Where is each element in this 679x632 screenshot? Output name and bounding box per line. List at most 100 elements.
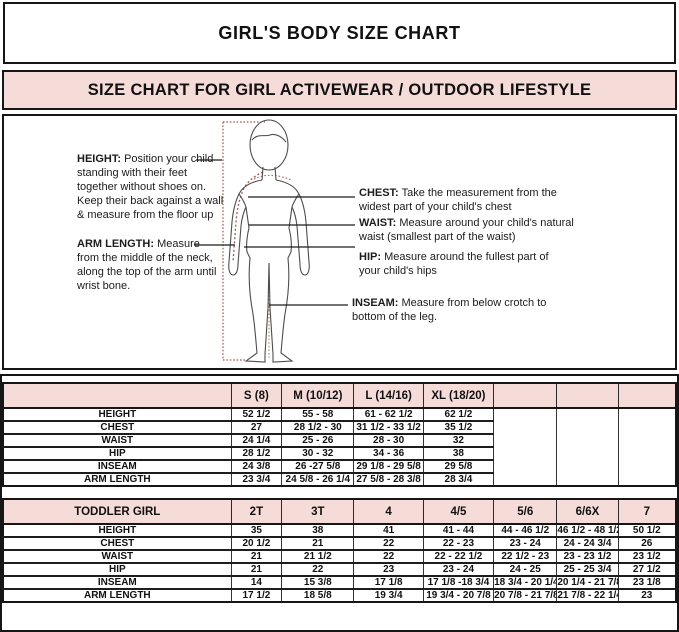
column-header: 4 — [353, 498, 424, 525]
row-label: HIP — [2, 562, 232, 576]
column-header: L (14/16) — [353, 382, 424, 409]
size-cell: 50 1/2 — [617, 523, 677, 537]
size-cell: 24 3/8 — [230, 459, 283, 473]
row-label: HIP — [2, 446, 232, 460]
size-cell: 24 1/4 — [230, 433, 283, 447]
size-cell: 20 1/2 — [230, 536, 283, 550]
page-title: GIRL'S BODY SIZE CHART — [218, 22, 461, 43]
size-cell: 26 — [617, 536, 677, 550]
column-header: 2T — [230, 498, 283, 525]
row-label: HEIGHT — [2, 523, 232, 537]
size-cell: 30 - 32 — [281, 446, 355, 460]
size-cell: 52 1/2 — [230, 407, 283, 421]
size-cell: 24 - 25 — [493, 562, 558, 576]
banner-title: SIZE CHART FOR GIRL ACTIVEWEAR / OUTDOOR… — [87, 80, 592, 99]
inseam-annotation: INSEAM: Measure from below crotch to bot… — [352, 296, 557, 324]
size-cell: 23 - 24 — [422, 562, 495, 576]
height-annotation: HEIGHT: Position your child standing wit… — [77, 152, 229, 222]
column-header: TODDLER GIRL — [2, 498, 232, 525]
size-cell: 18 3/4 - 20 1/4 — [493, 575, 558, 589]
waist-annotation-text: Measure around your child's natural wais… — [359, 217, 574, 243]
size-cell: 23 1/2 — [617, 549, 677, 563]
size-cell: 22 1/2 - 23 — [493, 549, 558, 563]
size-cell: 21 — [281, 536, 355, 550]
inseam-annotation-label: INSEAM: — [352, 297, 399, 309]
size-cell: 22 - 22 1/2 — [422, 549, 495, 563]
size-cell: 15 3/8 — [281, 575, 355, 589]
size-cell: 55 - 58 — [281, 407, 355, 421]
chest-annotation-label: CHEST: — [359, 187, 399, 199]
waist-annotation: WAIST: Measure around your child's natur… — [359, 216, 575, 244]
column-header — [493, 382, 558, 409]
size-cell: 23 - 24 — [493, 536, 558, 550]
size-cell: 17 1/8 — [353, 575, 424, 589]
size-cell: 44 - 46 1/2 — [493, 523, 558, 537]
child-body-outline — [228, 119, 310, 363]
size-cell: 28 3/4 — [422, 472, 495, 486]
size-cell: 23 — [353, 562, 424, 576]
size-cell: 35 1/2 — [422, 420, 495, 434]
banner: SIZE CHART FOR GIRL ACTIVEWEAR / OUTDOOR… — [2, 70, 677, 110]
size-cell: 23 — [617, 588, 677, 602]
column-header: 6/6X — [556, 498, 619, 525]
size-cell: 32 — [422, 433, 495, 447]
size-cell: 23 1/8 — [617, 575, 677, 589]
size-cell: 27 1/2 — [617, 562, 677, 576]
size-cell: 28 1/2 — [230, 446, 283, 460]
size-cell: 41 - 44 — [422, 523, 495, 537]
size-cell: 22 — [281, 562, 355, 576]
column-header: 3T — [281, 498, 355, 525]
size-cell: 20 7/8 - 21 7/8 — [493, 588, 558, 602]
empty-cell — [556, 407, 619, 486]
arm-length-annotation-text: Measure from the middle of the neck, alo… — [77, 238, 217, 292]
size-cell: 22 — [353, 549, 424, 563]
child-figure-illustration — [194, 119, 355, 363]
size-cell: 21 — [230, 549, 283, 563]
size-tables-section: S (8) M (10/12) L (14/16) XL (18/20) HEIGHT 5… — [0, 374, 679, 632]
size-cell: 23 3/4 — [230, 472, 283, 486]
empty-cell — [493, 407, 558, 486]
size-cell: 24 5/8 - 26 1/4 — [281, 472, 355, 486]
row-label: INSEAM — [2, 459, 232, 473]
toddler-size-table: TODDLER GIRL 2T 3T 4 4/5 5/6 6/6X 7 HEIGHT 35 38 41… — [2, 498, 677, 603]
row-label: ARM LENGTH — [2, 588, 232, 602]
waist-annotation-label: WAIST: — [359, 217, 397, 229]
size-cell: 29 1/8 - 29 5/8 — [353, 459, 424, 473]
column-header: XL (18/20) — [422, 382, 495, 409]
size-cell: 20 1/4 - 21 7/8 — [556, 575, 619, 589]
size-cell: 23 - 23 1/2 — [556, 549, 619, 563]
height-annotation-label: HEIGHT: — [77, 153, 121, 165]
size-cell: 28 - 30 — [353, 433, 424, 447]
chest-annotation: CHEST: Take the measurement from the wid… — [359, 186, 569, 214]
size-cell: 38 — [422, 446, 495, 460]
row-label: ARM LENGTH — [2, 472, 232, 486]
size-cell: 19 3/4 — [353, 588, 424, 602]
height-annotation-text: Position your child standing with their … — [77, 153, 224, 221]
inseam-annotation-text: Measure from below crotch to bottom of t… — [352, 297, 547, 323]
column-header — [617, 382, 677, 409]
column-header — [2, 382, 232, 409]
size-cell: 29 5/8 — [422, 459, 495, 473]
size-cell: 22 — [353, 536, 424, 550]
size-cell: 27 5/8 - 28 3/8 — [353, 472, 424, 486]
size-cell: 62 1/2 — [422, 407, 495, 421]
height-measure-line — [222, 121, 265, 361]
column-header: S (8) — [230, 382, 283, 409]
empty-cell — [617, 407, 677, 486]
size-cell: 22 - 23 — [422, 536, 495, 550]
girls-size-table: S (8) M (10/12) L (14/16) XL (18/20) HEIGHT 5… — [2, 382, 677, 487]
hip-annotation: HIP: Measure around the fullest part of … — [359, 250, 554, 278]
table-spacer — [2, 487, 677, 498]
chest-annotation-text: Take the measurement from the widest par… — [359, 187, 557, 213]
size-cell: 34 - 36 — [353, 446, 424, 460]
row-label: WAIST — [2, 549, 232, 563]
size-cell: 25 - 25 3/4 — [556, 562, 619, 576]
row-label: CHEST — [2, 536, 232, 550]
row-label: CHEST — [2, 420, 232, 434]
row-label: INSEAM — [2, 575, 232, 589]
size-cell: 28 1/2 - 30 — [281, 420, 355, 434]
size-cell: 21 — [230, 562, 283, 576]
hip-annotation-text: Measure around the fullest part of your … — [359, 251, 549, 277]
arm-length-annotation-label: ARM LENGTH: — [77, 238, 154, 250]
size-cell: 19 3/4 - 20 7/8 — [422, 588, 495, 602]
